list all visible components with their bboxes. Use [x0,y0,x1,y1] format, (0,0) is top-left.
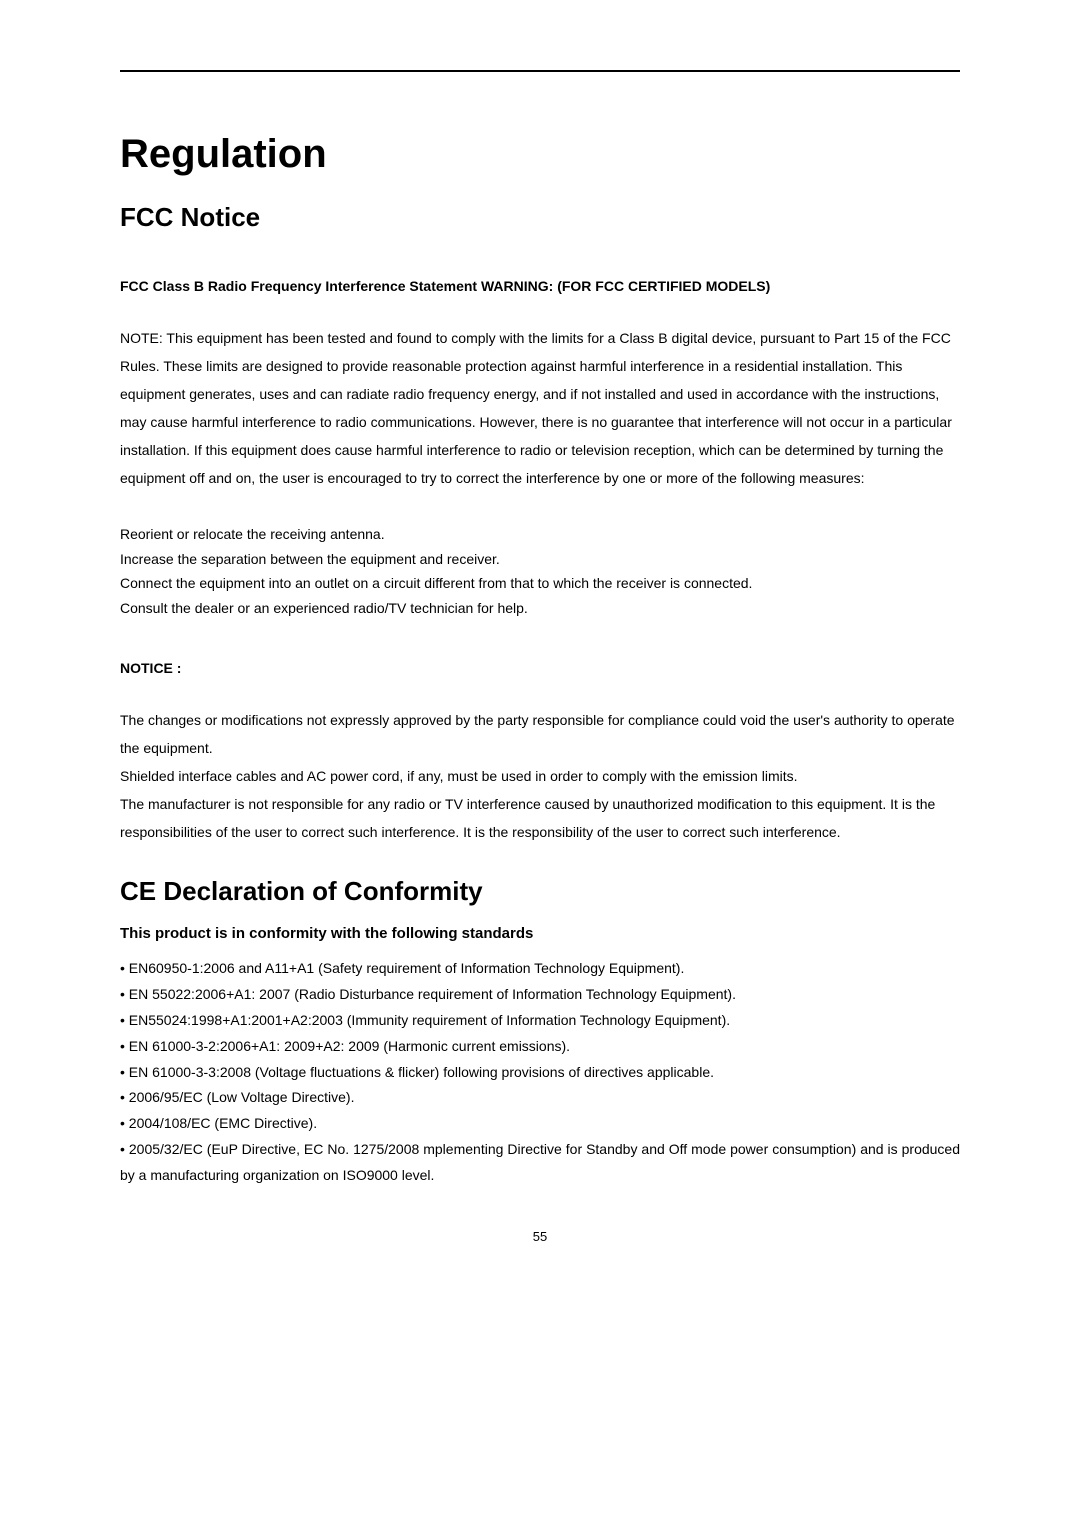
ce-subheading: This product is in conformity with the f… [120,925,960,942]
ce-standards-list: • EN60950-1:2006 and A11+A1 (Safety requ… [120,956,960,1189]
fcc-measure-2: Increase the separation between the equi… [120,547,960,572]
main-title: Regulation [120,132,960,177]
ce-heading: CE Declaration of Conformity [120,876,960,907]
ce-item-8: • 2005/32/EC (EuP Directive, EC No. 1275… [120,1137,960,1189]
notice-label: NOTICE : [120,660,960,676]
document-page: Regulation FCC Notice FCC Class B Radio … [0,0,1080,1294]
ce-item-6: • 2006/95/EC (Low Voltage Directive). [120,1085,960,1111]
fcc-measure-3: Connect the equipment into an outlet on … [120,571,960,596]
ce-item-4: • EN 61000-3-2:2006+A1: 2009+A2: 2009 (H… [120,1034,960,1060]
ce-item-3: • EN55024:1998+A1:2001+A2:2003 (Immunity… [120,1008,960,1034]
fcc-measure-1: Reorient or relocate the receiving anten… [120,522,960,547]
fcc-measures: Reorient or relocate the receiving anten… [120,522,960,620]
ce-item-5: • EN 61000-3-3:2008 (Voltage fluctuation… [120,1060,960,1086]
ce-item-7: • 2004/108/EC (EMC Directive). [120,1111,960,1137]
ce-item-2: • EN 55022:2006+A1: 2007 (Radio Disturba… [120,982,960,1008]
horizontal-rule [120,70,960,72]
fcc-subheading: FCC Class B Radio Frequency Interference… [120,278,960,294]
page-number: 55 [120,1229,960,1244]
notice-text: The changes or modifications not express… [120,706,960,846]
fcc-paragraph-1: NOTE: This equipment has been tested and… [120,324,960,492]
fcc-measure-4: Consult the dealer or an experienced rad… [120,596,960,621]
fcc-heading: FCC Notice [120,202,960,233]
ce-item-1: • EN60950-1:2006 and A11+A1 (Safety requ… [120,956,960,982]
